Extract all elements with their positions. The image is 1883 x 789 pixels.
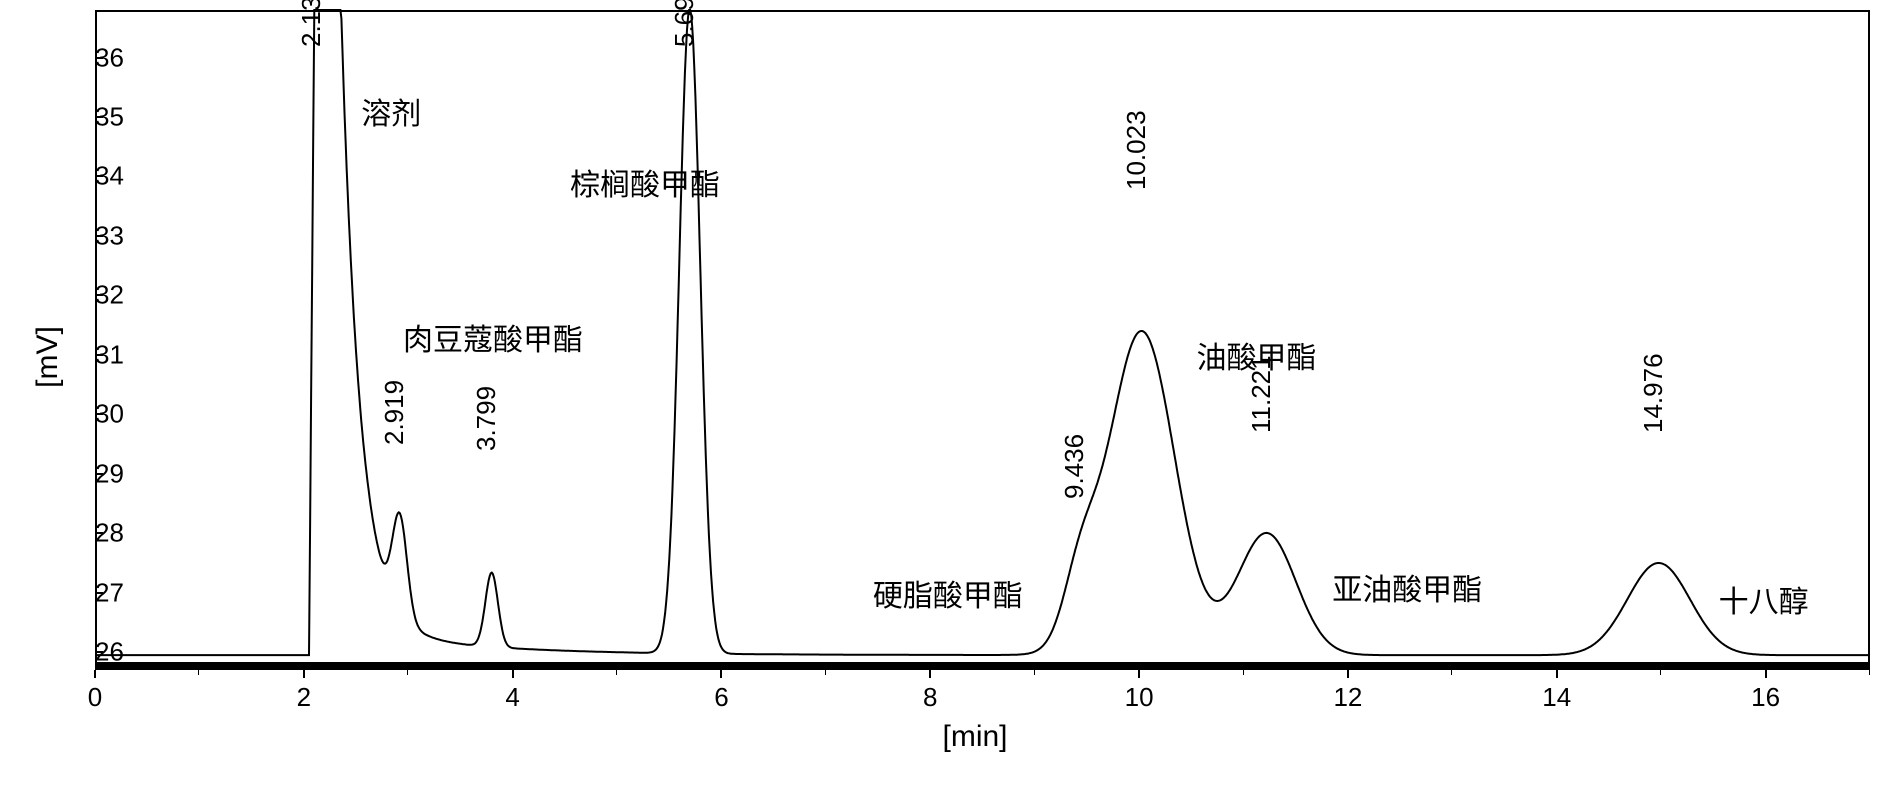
x-tick-label: 12: [1333, 682, 1362, 713]
peak-retention-time: 2.919: [379, 380, 410, 445]
peak-name-label: 亚油酸甲酯: [1332, 565, 1482, 609]
peak-name-label: 肉豆蔻酸甲酯: [403, 315, 583, 359]
peak-retention-time: 5.696: [669, 0, 700, 47]
peak-retention-time: 14.976: [1638, 354, 1669, 434]
peak-name-label: 硬脂酸甲酯: [873, 571, 1023, 615]
chromatogram-chart: [mV] [min] 26272829303132333435360246810…: [0, 0, 1883, 789]
peak-retention-time: 3.799: [471, 386, 502, 451]
x-tick-label: 6: [714, 682, 728, 713]
chromatogram-trace: [0, 0, 1883, 789]
peak-retention-time: 2.130: [296, 0, 327, 47]
baseline-underline: [97, 662, 1868, 668]
peak-name-label: 油酸甲酯: [1197, 333, 1317, 377]
peak-retention-time: 10.023: [1121, 110, 1152, 190]
peak-name-label: 溶剂: [361, 89, 421, 133]
x-tick-label: 4: [505, 682, 519, 713]
x-tick-label: 16: [1751, 682, 1780, 713]
x-tick-label: 10: [1125, 682, 1154, 713]
x-tick-label: 14: [1542, 682, 1571, 713]
peak-name-label: 棕榈酸甲酯: [570, 160, 720, 204]
peak-name-label: 十八醇: [1719, 577, 1809, 621]
x-tick-label: 2: [297, 682, 311, 713]
x-tick-label: 8: [923, 682, 937, 713]
x-tick-label: 0: [88, 682, 102, 713]
peak-retention-time: 9.436: [1059, 434, 1090, 499]
